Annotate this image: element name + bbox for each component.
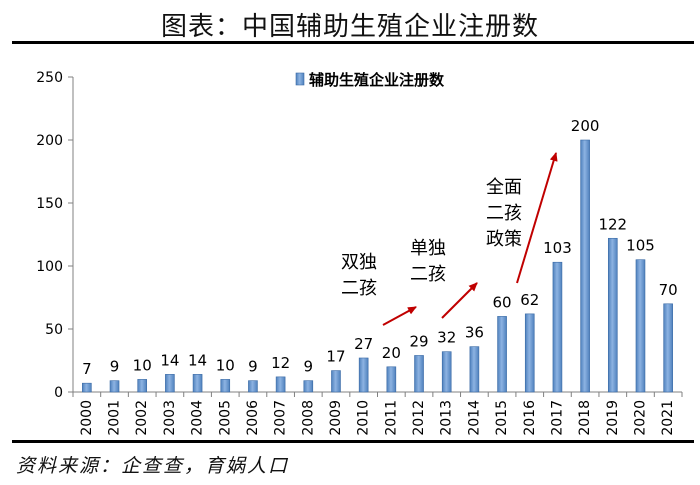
x-tick-label: 2002 bbox=[134, 400, 150, 436]
annotation-text: 二孩 bbox=[341, 278, 377, 299]
legend-swatch bbox=[295, 72, 305, 86]
bar bbox=[580, 139, 590, 393]
data-label: 122 bbox=[598, 215, 627, 233]
y-tick-label: 100 bbox=[36, 259, 63, 275]
bar bbox=[635, 259, 646, 393]
data-label: 60 bbox=[493, 293, 512, 311]
x-tick-label: 2014 bbox=[466, 400, 482, 436]
figure-title: 图表：中国辅助生殖企业注册数 bbox=[160, 12, 539, 42]
legend-label: 辅助生殖企业注册数 bbox=[309, 71, 445, 89]
data-label: 10 bbox=[133, 356, 152, 374]
bottom-rule bbox=[12, 440, 694, 443]
x-tick-label: 2020 bbox=[632, 400, 648, 436]
x-tick-label: 2011 bbox=[383, 400, 399, 436]
bar bbox=[331, 370, 341, 393]
bar bbox=[192, 374, 203, 393]
bar bbox=[663, 303, 673, 393]
x-tick-label: 2015 bbox=[494, 400, 510, 436]
data-label: 9 bbox=[110, 358, 120, 376]
annotation-text: 全面 bbox=[486, 177, 522, 198]
data-label: 105 bbox=[626, 237, 655, 255]
bar bbox=[358, 357, 369, 393]
x-tick-label: 2009 bbox=[328, 400, 344, 436]
data-label: 62 bbox=[520, 291, 539, 309]
bar bbox=[469, 346, 480, 393]
data-label: 29 bbox=[409, 332, 428, 350]
bar bbox=[165, 374, 175, 393]
x-tick-label: 2003 bbox=[162, 400, 178, 436]
x-tick-label: 2016 bbox=[522, 400, 538, 436]
annotation-text: 单独 bbox=[410, 238, 446, 259]
bar bbox=[275, 376, 286, 393]
x-tick-label: 2012 bbox=[411, 400, 427, 436]
data-label: 27 bbox=[354, 335, 373, 353]
y-tick-label: 50 bbox=[45, 322, 63, 338]
x-tick-label: 2021 bbox=[660, 400, 676, 436]
data-label: 70 bbox=[659, 281, 678, 299]
policy-arrow bbox=[441, 282, 478, 319]
bar bbox=[220, 379, 231, 393]
x-tick-label: 2001 bbox=[107, 400, 123, 436]
data-label: 200 bbox=[571, 117, 600, 135]
bar bbox=[109, 380, 120, 393]
bar-chart: 0 50 100 150 200 250 7 2000 9 2001 10 2002 14 2003 14 2… bbox=[36, 70, 683, 436]
data-label: 7 bbox=[82, 360, 92, 378]
bar bbox=[497, 316, 507, 393]
x-tick-label: 2005 bbox=[217, 400, 233, 436]
data-label: 9 bbox=[248, 358, 258, 376]
x-tick-label: 2019 bbox=[605, 400, 621, 436]
bar bbox=[137, 379, 148, 393]
y-tick-label: 250 bbox=[36, 70, 63, 86]
x-tick-label: 2013 bbox=[439, 400, 455, 436]
bar bbox=[248, 380, 258, 393]
bar bbox=[386, 366, 397, 393]
data-label: 10 bbox=[216, 356, 235, 374]
x-tick-label: 2007 bbox=[273, 400, 289, 436]
data-label: 14 bbox=[188, 351, 207, 369]
policy-arrow bbox=[516, 152, 558, 284]
annotation-text: 二孩 bbox=[486, 203, 522, 224]
bar bbox=[303, 380, 314, 393]
x-tick-label: 2017 bbox=[549, 400, 565, 436]
data-label: 12 bbox=[271, 354, 290, 372]
annotation-text: 政策 bbox=[486, 229, 522, 250]
data-label: 17 bbox=[326, 348, 345, 366]
x-tick-label: 2010 bbox=[356, 400, 372, 436]
y-tick-label: 200 bbox=[36, 133, 63, 149]
bar bbox=[82, 382, 92, 393]
x-tick-label: 2004 bbox=[190, 400, 206, 436]
x-tick-label: 2008 bbox=[300, 400, 316, 436]
policy-arrow bbox=[382, 306, 417, 326]
data-label: 9 bbox=[304, 358, 314, 376]
source-note: 资料来源：企查查，育娲人口 bbox=[16, 455, 290, 477]
annotation-text: 双独 bbox=[341, 252, 377, 273]
data-label: 36 bbox=[465, 324, 484, 342]
bar bbox=[524, 313, 535, 393]
bar bbox=[607, 237, 618, 393]
data-label: 20 bbox=[382, 344, 401, 362]
y-tick-label: 150 bbox=[36, 196, 63, 212]
bar bbox=[552, 261, 563, 393]
data-label: 32 bbox=[437, 329, 456, 347]
data-label: 103 bbox=[543, 239, 572, 257]
x-tick-label: 2018 bbox=[577, 400, 593, 436]
annotation-text: 二孩 bbox=[410, 264, 446, 285]
x-tick-label: 2006 bbox=[245, 400, 261, 436]
x-tick-label: 2000 bbox=[79, 400, 95, 436]
y-tick-label: 0 bbox=[54, 385, 63, 401]
bar bbox=[441, 351, 452, 393]
top-rule bbox=[12, 41, 694, 44]
bar bbox=[414, 355, 424, 393]
data-label: 14 bbox=[160, 351, 179, 369]
